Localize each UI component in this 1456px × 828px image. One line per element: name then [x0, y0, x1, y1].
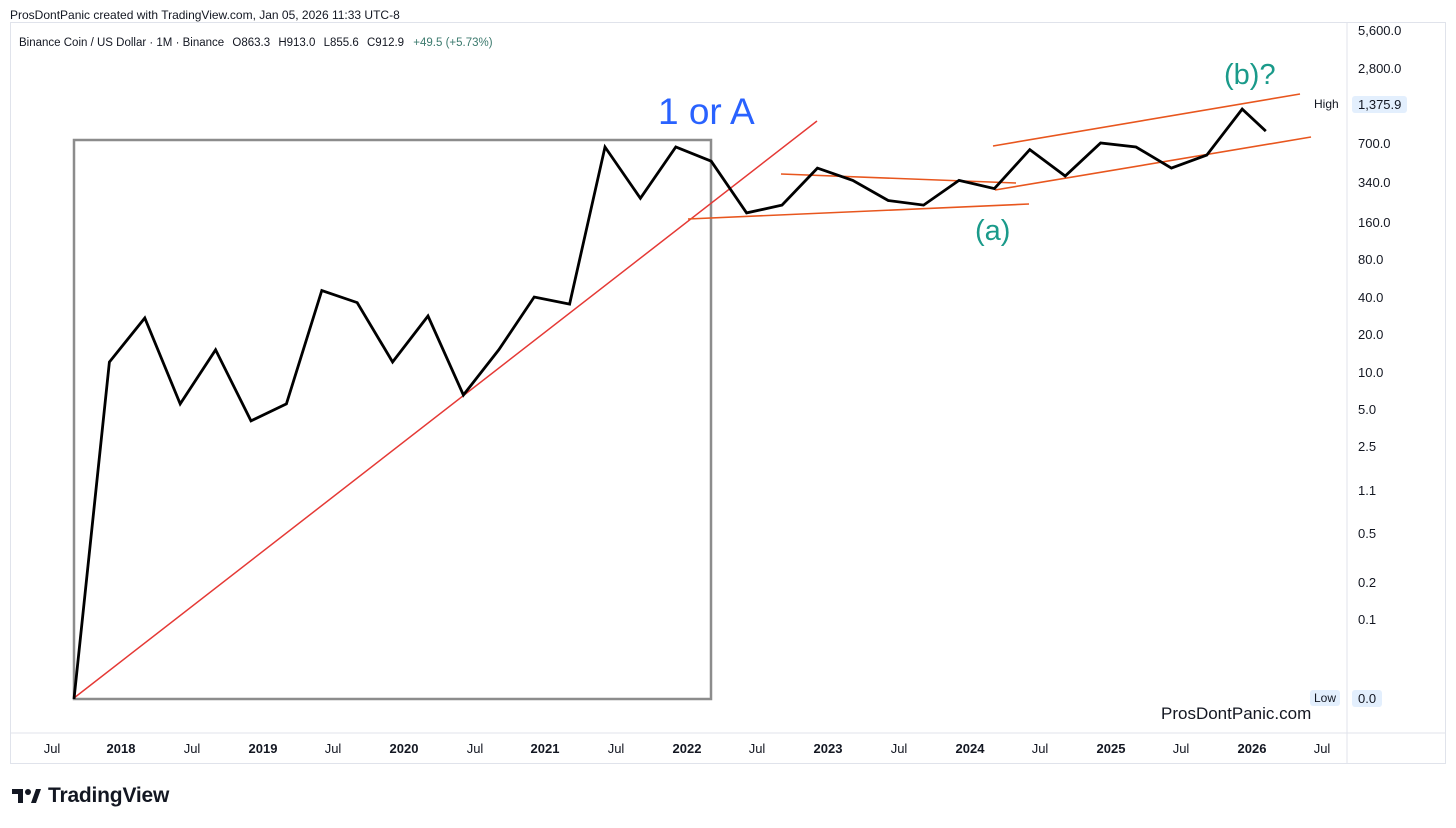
price-axis-tick-label: 1.1	[1358, 483, 1376, 498]
price-axis-tick-label: 700.0	[1358, 136, 1391, 151]
time-axis-tick-label: 2024	[956, 741, 986, 756]
time-axis-tick-label: Jul	[891, 741, 908, 756]
channel-upper-line	[992, 93, 1301, 147]
price-axis-tick-label: 10.0	[1358, 365, 1383, 380]
price-axis-tick-label: 340.0	[1358, 175, 1391, 190]
price-axis-tick-label: 80.0	[1358, 252, 1383, 267]
chart-panel	[10, 22, 1446, 764]
price-axis-tick-label: 2,800.0	[1358, 61, 1401, 76]
ohlc-change: +49.5 (+5.73%)	[413, 37, 493, 49]
chart-credit: ProsDontPanic created with TradingView.c…	[10, 8, 400, 22]
long-term-trendline	[73, 120, 818, 699]
wave-label-b: (b)?	[1224, 59, 1276, 91]
time-axis-tick-label: 2019	[249, 741, 278, 756]
high-marker-value: 1,375.9	[1352, 96, 1408, 113]
time-axis-tick-label: 2021	[531, 741, 560, 756]
symbol-legend: Binance Coin / US Dollar · 1M · Binance …	[19, 37, 493, 49]
wave-label-1-or-a: 1 or A	[658, 91, 755, 132]
time-axis-tick-label: Jul	[1314, 741, 1331, 756]
price-axis-tick-label: 0.5	[1358, 526, 1376, 541]
channel-lower-line	[994, 136, 1312, 191]
price-axis-tick-label: 5.0	[1358, 402, 1376, 417]
symbol-name: Binance Coin / US Dollar · 1M · Binance	[19, 37, 225, 49]
wave-label-a: (a)	[975, 215, 1010, 247]
time-axis-tick-label: 2018	[107, 741, 136, 756]
brand-name: TradingView	[48, 784, 170, 807]
price-axis-tick-label: 40.0	[1358, 290, 1383, 305]
triangle-upper-line	[780, 173, 1017, 184]
time-axis-tick-label: Jul	[325, 741, 342, 756]
price-axis-tick-label: 160.0	[1358, 215, 1391, 230]
price-axis-tick-label: 2.5	[1358, 439, 1376, 454]
price-series-line	[72, 107, 1267, 700]
low-marker-value: 0.0	[1352, 690, 1383, 707]
ohlc-low: L855.6	[323, 37, 359, 49]
price-axis-tick-label: 0.2	[1358, 575, 1376, 590]
ohlc-open: O863.3	[232, 37, 271, 49]
tradingview-brand[interactable]: TradingView	[12, 784, 169, 808]
time-axis-tick-label: Jul	[184, 741, 201, 756]
site-watermark: ProsDontPanic.com	[1161, 704, 1312, 723]
time-axis-tick-label: Jul	[467, 741, 484, 756]
ohlc-high: H913.0	[278, 37, 316, 49]
time-axis-tick-label: Jul	[1173, 741, 1190, 756]
time-axis-tick-label: Jul	[1032, 741, 1049, 756]
price-axis-tick-label: 0.1	[1358, 612, 1376, 627]
time-axis-tick-label: 2026	[1238, 741, 1267, 756]
time-axis-tick-label: Jul	[749, 741, 766, 756]
tradingview-logo-icon	[12, 789, 41, 803]
high-marker-label: High	[1314, 97, 1339, 111]
time-axis-tick-label: 2020	[390, 741, 419, 756]
time-axis-tick-label: Jul	[44, 741, 61, 756]
time-axis-tick-label: 2022	[673, 741, 702, 756]
box-annotation	[72, 138, 713, 701]
low-marker-label: Low	[1310, 690, 1341, 706]
triangle-lower-line	[687, 203, 1030, 220]
time-axis-tick-label: 2023	[814, 741, 843, 756]
price-axis-tick-label: 5,600.0	[1358, 23, 1401, 38]
price-axis-tick-label: 20.0	[1358, 327, 1383, 342]
ohlc-close: C912.9	[367, 37, 405, 49]
time-axis-tick-label: 2025	[1097, 741, 1126, 756]
time-axis-tick-label: Jul	[608, 741, 625, 756]
